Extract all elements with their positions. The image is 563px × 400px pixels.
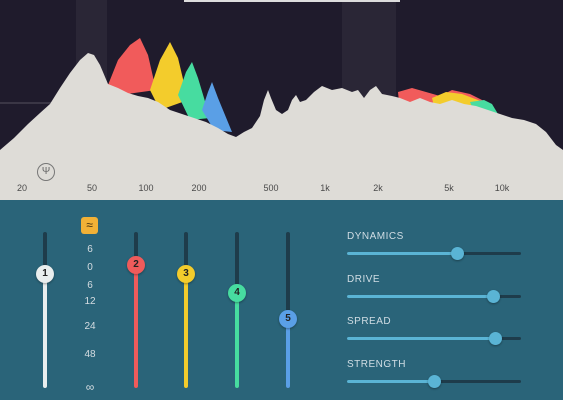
drive-slider-knob[interactable] (487, 290, 501, 303)
band-1-slider-fill (43, 274, 47, 388)
band-4-knob[interactable]: 4 (228, 283, 246, 302)
band-2-peak (150, 42, 188, 110)
tilde-wave-icon[interactable]: ≈ (81, 217, 98, 234)
spread-slider-fill (347, 337, 495, 340)
scale-label: ∞ (85, 380, 95, 394)
band-1-knob[interactable]: 1 (36, 265, 54, 284)
freq-label: 20 (16, 183, 28, 193)
drive-slider-fill (347, 295, 494, 298)
spread-slider-knob[interactable] (488, 332, 502, 345)
scale-label: 6 (87, 244, 93, 255)
scale-label: 6 (87, 280, 93, 291)
freq-label: 2k (373, 183, 383, 193)
band-3-peak (178, 62, 210, 120)
freq-label: 200 (191, 183, 207, 193)
scale-label: 48 (84, 349, 96, 360)
band-3-slider-fill (184, 274, 188, 388)
band-5-knob[interactable]: 5 (279, 310, 297, 329)
drive-label: DRIVE (347, 274, 381, 285)
spectrum-graph (0, 0, 563, 200)
freq-label: 1k (320, 183, 330, 193)
dynamics-label: DYNAMICS (347, 231, 404, 242)
scale-label: 24 (84, 321, 96, 332)
freq-label: 100 (138, 183, 154, 193)
band-4-peak (202, 82, 232, 132)
dynamics-slider-fill (347, 252, 457, 255)
band-5-slider-fill (286, 319, 290, 388)
band-1-peak (108, 38, 156, 95)
scale-label: 12 (84, 296, 96, 307)
strength-label: STRENGTH (347, 359, 406, 370)
freq-label: 5k (444, 183, 454, 193)
band-3-knob[interactable]: 3 (177, 265, 195, 284)
scale-label: 0 (87, 262, 93, 273)
freq-label: 10k (494, 183, 510, 193)
band-2-knob[interactable]: 2 (127, 255, 145, 274)
spectrum-curve (0, 53, 563, 200)
band-5-slider-track[interactable] (286, 232, 290, 388)
band-4-slider-fill (235, 292, 239, 388)
dynamics-slider-knob[interactable] (450, 247, 464, 260)
freq-label: 500 (263, 183, 279, 193)
band-2-slider-fill (134, 264, 138, 388)
tuning-fork-icon[interactable]: Ψ (37, 163, 55, 181)
strength-slider-knob[interactable] (428, 375, 441, 388)
spread-label: SPREAD (347, 316, 392, 327)
spectrum-display[interactable]: Ψ 20 50 100 200 500 1k 2k 5k 10k (0, 0, 563, 200)
freq-label: 50 (86, 183, 98, 193)
strength-slider-fill (347, 380, 434, 383)
